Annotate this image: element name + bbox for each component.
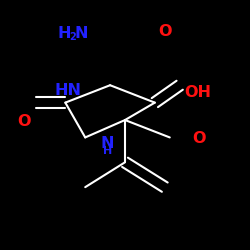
Text: HN: HN	[54, 83, 81, 98]
Text: O: O	[158, 24, 172, 39]
Text: N: N	[101, 136, 114, 151]
Text: N: N	[75, 26, 88, 40]
Text: O: O	[18, 114, 31, 129]
Text: OH: OH	[185, 85, 212, 100]
Text: 2: 2	[70, 32, 76, 42]
Text: O: O	[192, 131, 206, 146]
Text: H: H	[57, 26, 71, 40]
Text: H: H	[103, 146, 112, 156]
